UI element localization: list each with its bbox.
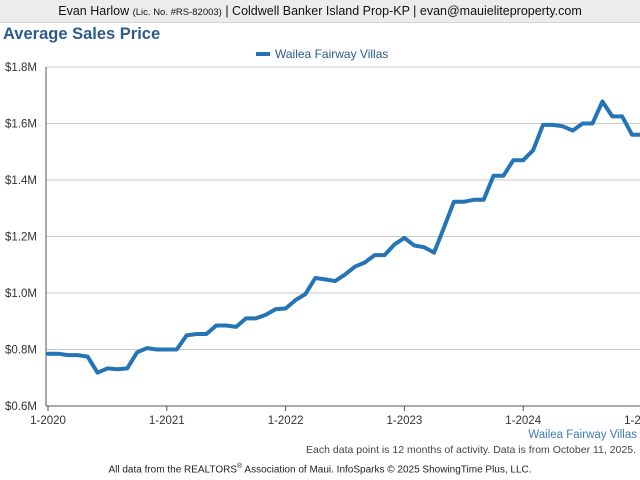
- x-tick-label: 1-2025: [624, 415, 640, 427]
- footer-text-after: Association of Maui. InfoSparks © 2025 S…: [242, 464, 532, 476]
- data-point: [600, 99, 605, 104]
- data-point: [165, 347, 169, 352]
- data-point: [333, 279, 337, 283]
- data-point: [135, 350, 139, 354]
- data-point: [412, 243, 416, 248]
- data-point: [125, 366, 129, 371]
- data-point: [284, 306, 288, 311]
- data-point: [323, 277, 327, 282]
- data-point: [482, 198, 486, 202]
- brokerage-name: | Coldwell Banker Island Prop-KP |: [225, 4, 417, 18]
- data-point: [363, 260, 367, 265]
- data-point: [185, 333, 189, 337]
- agent-name: Evan Harlow: [58, 4, 130, 18]
- data-point: [145, 346, 149, 350]
- data-point: [472, 198, 476, 202]
- data-point: [204, 332, 208, 336]
- series-end-label: Wailea Fairway Villas: [528, 429, 637, 441]
- footer-credit: All data from the REALTORS® Association …: [0, 463, 640, 475]
- data-point: [521, 158, 525, 162]
- x-tick-label: 1-2020: [30, 415, 66, 427]
- data-point: [194, 332, 199, 336]
- data-point: [214, 323, 218, 328]
- x-tick-label: 1-2022: [268, 415, 304, 427]
- data-point: [353, 265, 357, 269]
- data-point: [175, 347, 179, 352]
- x-tick-label: 1-2021: [149, 415, 185, 427]
- data-point: [620, 114, 624, 119]
- data-point: [264, 313, 268, 317]
- data-point: [610, 114, 614, 119]
- data-note: Each data point is 12 months of activity…: [306, 444, 636, 456]
- chart-title: Average Sales Price: [3, 25, 161, 43]
- data-point: [630, 133, 634, 137]
- data-point: [46, 352, 50, 356]
- x-tick-label: 1-2023: [386, 415, 422, 427]
- license-number: (Lic. No. #RS-82003): [132, 7, 222, 18]
- agent-email[interactable]: evan@mauieliteproperty.com: [419, 4, 582, 18]
- data-point: [462, 200, 466, 204]
- data-point: [254, 316, 258, 321]
- data-point: [392, 242, 397, 247]
- data-point: [432, 251, 436, 255]
- data-point: [491, 174, 496, 178]
- data-point: [511, 158, 515, 162]
- series-line: [46, 99, 640, 375]
- data-point: [234, 325, 238, 329]
- data-point: [531, 148, 535, 152]
- data-point: [551, 123, 555, 127]
- y-tick-label: $1.6M: [5, 119, 37, 131]
- data-point: [590, 121, 595, 126]
- data-point: [105, 366, 109, 371]
- data-point: [561, 124, 565, 128]
- y-tick-label: $1.0M: [5, 288, 37, 300]
- data-point: [95, 371, 100, 375]
- y-tick-label: $0.8M: [5, 345, 37, 357]
- data-point: [313, 276, 317, 280]
- data-point: [422, 245, 426, 249]
- data-point: [56, 352, 60, 356]
- grid-layer: [46, 66, 640, 350]
- data-point: [274, 307, 278, 311]
- data-point: [402, 236, 406, 240]
- data-point: [373, 253, 377, 257]
- series-layer: Wailea Fairway Villas: [46, 99, 640, 441]
- y-tick-label: $0.6M: [5, 401, 37, 413]
- data-point: [224, 323, 228, 328]
- data-point: [452, 200, 456, 204]
- data-point: [293, 298, 298, 302]
- chart-legend: Wailea Fairway Villas: [256, 47, 388, 61]
- data-point: [66, 353, 70, 357]
- data-point: [571, 128, 575, 133]
- x-tick-label: 1-2024: [505, 415, 541, 427]
- data-point: [442, 225, 446, 230]
- data-point: [244, 316, 248, 321]
- data-point: [343, 273, 347, 277]
- y-tick-label: $1.4M: [5, 175, 37, 187]
- data-point: [155, 347, 159, 352]
- data-point: [581, 121, 585, 126]
- axis-layer: $0.6M $0.8M $1.0M $1.2M $1.4M $1.6M $1.8M 1-202…: [5, 62, 640, 427]
- data-point: [303, 292, 307, 296]
- header-bar: Evan Harlow (Lic. No. #RS-82003) | Coldw…: [0, 0, 640, 23]
- y-tick-label: $1.2M: [5, 232, 37, 244]
- data-point: [115, 367, 119, 371]
- legend-label: Wailea Fairway Villas: [275, 47, 388, 61]
- data-point: [501, 174, 505, 178]
- data-point: [76, 353, 80, 357]
- footer-text-before: All data from the REALTORS: [108, 464, 238, 476]
- data-point: [541, 123, 545, 127]
- y-tick-label: $1.8M: [5, 62, 37, 74]
- data-point: [86, 354, 90, 359]
- data-point: [383, 253, 387, 257]
- registered-mark: ®: [237, 463, 243, 470]
